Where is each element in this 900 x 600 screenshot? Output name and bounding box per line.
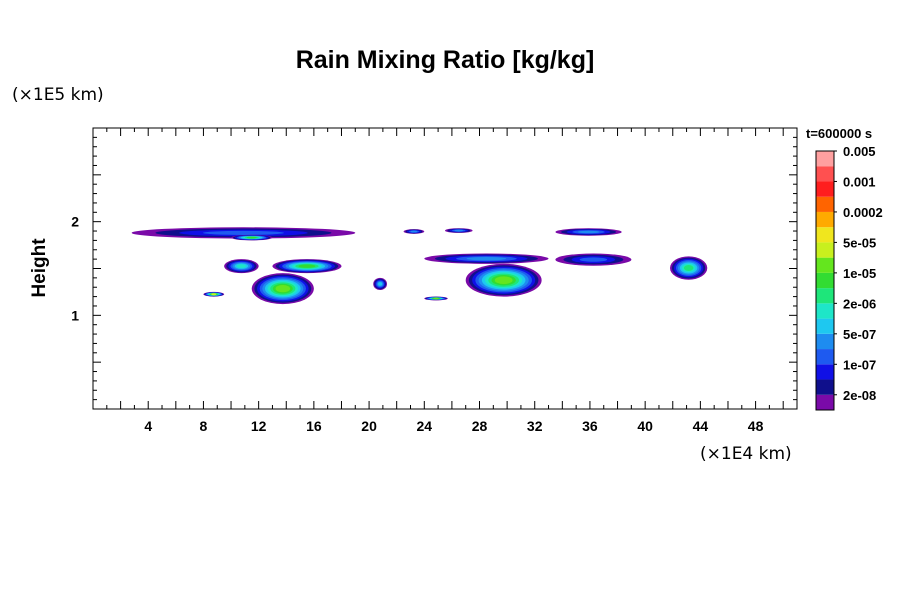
contour-band xyxy=(579,257,608,262)
colorbar-swatch xyxy=(816,257,834,273)
colorbar-swatch xyxy=(816,394,834,410)
colorbar-label: 5e-07 xyxy=(843,327,876,342)
y-tick-label: 1 xyxy=(71,307,79,323)
contour-region xyxy=(224,259,259,274)
x-tick-label: 36 xyxy=(582,418,598,434)
colorbar-swatch xyxy=(816,242,834,258)
colorbar-label: 2e-08 xyxy=(843,388,876,403)
contour-region xyxy=(251,273,314,305)
x-tick-label: 32 xyxy=(527,418,543,434)
contour-band xyxy=(236,264,247,269)
contour-band xyxy=(466,257,507,261)
x-tick-label: 44 xyxy=(693,418,709,434)
contour-region xyxy=(373,277,388,291)
y-axis-ticks: 12 xyxy=(71,136,797,401)
colorbar-swatch xyxy=(816,181,834,197)
x-tick-label: 48 xyxy=(748,418,764,434)
x-axis-scale-label: (×1E4 km) xyxy=(700,444,792,464)
contour-region xyxy=(670,256,708,280)
colorbar-label: 0.005 xyxy=(843,144,876,159)
contour-regions xyxy=(131,227,708,305)
x-tick-label: 16 xyxy=(306,418,322,434)
y-axis-scale-label: (×1E5 km) xyxy=(12,85,104,105)
x-tick-label: 8 xyxy=(200,418,208,434)
contour-band xyxy=(202,230,284,235)
contour-band xyxy=(683,265,694,272)
colorbar-swatch xyxy=(816,288,834,304)
contour-region xyxy=(555,228,622,236)
chart-title: Rain Mixing Ratio [kg/kg] xyxy=(295,46,595,74)
colorbar: 2e-08 1e-07 5e-07 2e-06 1e-05 5e-05 0.0002 0.00… xyxy=(815,144,883,411)
contour-band xyxy=(211,293,217,296)
x-tick-label: 28 xyxy=(472,418,488,434)
contour-band xyxy=(378,282,383,286)
colorbar-frame xyxy=(815,150,835,411)
x-axis-ticks: 4 8 12 16 20 24 28 32 36 40 44 48 xyxy=(106,128,784,434)
contour-band xyxy=(246,236,257,239)
colorbar-label: 2e-06 xyxy=(843,296,876,311)
colorbar-label: 0.001 xyxy=(843,174,876,189)
colorbar-swatch xyxy=(816,211,834,228)
colorbar-swatch xyxy=(816,272,834,289)
colorbar-label: 1e-05 xyxy=(843,266,876,281)
contour-band xyxy=(433,297,439,300)
contour-band xyxy=(577,230,600,234)
colorbar-label: 5e-05 xyxy=(843,235,876,250)
contour-region xyxy=(272,259,342,274)
contour-region xyxy=(424,296,448,301)
contour-region xyxy=(465,263,542,297)
contour-band xyxy=(454,229,464,232)
colorbar-swatch xyxy=(816,379,834,395)
contour-region xyxy=(555,253,632,266)
colorbar-swatch xyxy=(816,227,834,243)
colorbar-swatch xyxy=(816,364,834,380)
colorbar-swatch xyxy=(816,333,834,350)
contour-region xyxy=(231,234,273,241)
colorbar-label: 1e-07 xyxy=(843,357,876,372)
colorbar-label: 0.0002 xyxy=(843,205,883,220)
contour-band xyxy=(494,276,513,285)
contour-region xyxy=(403,229,425,234)
x-tick-label: 4 xyxy=(144,418,152,434)
colorbar-swatch xyxy=(816,166,834,182)
x-tick-label: 24 xyxy=(417,418,433,434)
time-label: t=600000 s xyxy=(806,126,873,141)
x-tick-label: 40 xyxy=(637,418,653,434)
contour-region xyxy=(424,253,549,264)
colorbar-swatch xyxy=(816,349,834,365)
colorbar-swatch xyxy=(816,318,834,334)
colorbar-swatch xyxy=(816,196,834,212)
x-tick-label: 12 xyxy=(251,418,267,434)
contour-region xyxy=(131,227,356,239)
colorbar-swatch xyxy=(816,303,834,319)
x-tick-label: 20 xyxy=(361,418,377,434)
contour-band xyxy=(410,230,418,233)
colorbar-swatch xyxy=(816,151,834,167)
contour-region xyxy=(445,228,473,233)
contour-band xyxy=(275,285,291,293)
contour-region xyxy=(203,291,225,297)
y-tick-label: 2 xyxy=(71,214,79,230)
contour-band xyxy=(298,264,316,268)
